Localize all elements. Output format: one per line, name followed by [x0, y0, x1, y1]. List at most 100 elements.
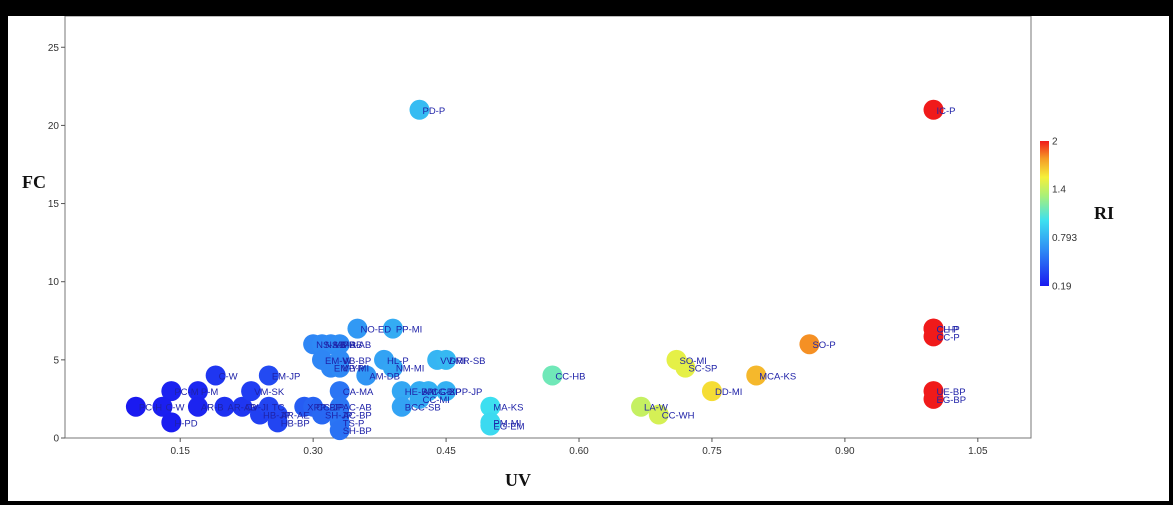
point-label: CC-MI — [422, 395, 449, 406]
scatter-point — [267, 412, 288, 433]
scatter-point — [542, 365, 563, 386]
point-label: CG-BP — [431, 387, 461, 398]
point-label: CC-P — [937, 332, 960, 343]
point-label: XPP-BP — [307, 403, 342, 414]
point-label: EM-YP — [334, 364, 364, 375]
point-label: UE-BP — [937, 387, 966, 398]
scatter-point — [923, 388, 944, 409]
point-label: LA-W — [644, 403, 668, 414]
point-label: HL-P — [387, 356, 409, 367]
scatter-point — [187, 396, 208, 417]
scatter-point — [923, 99, 944, 120]
scatter-point — [631, 396, 652, 417]
scatter-point — [232, 396, 253, 417]
point-label: TC — [272, 403, 285, 414]
x-tick-label: 0.90 — [835, 446, 855, 457]
point-label: CC-WH — [662, 411, 695, 422]
point-label: EM-JP — [272, 371, 301, 382]
point-label: EG-BP — [937, 395, 967, 406]
scatter-point — [329, 357, 350, 378]
point-label: PP-MI — [396, 325, 422, 336]
scatter-point — [329, 420, 350, 441]
point-label: CC-HB — [555, 371, 585, 382]
x-axis-title: UV — [505, 470, 531, 490]
point-label: PC-H — [139, 403, 162, 414]
scatter-point — [480, 396, 501, 417]
point-label: MA-KS — [493, 403, 523, 414]
scatter-point — [356, 365, 377, 386]
scatter-point — [347, 318, 368, 339]
point-label: IC-P — [937, 106, 956, 117]
point-label: AM-CE — [422, 387, 453, 398]
scatter-point — [329, 381, 350, 402]
colorbar-tick-label: 2 — [1052, 137, 1058, 148]
y-tick-label: 25 — [48, 43, 60, 54]
x-tick-label: 0.60 — [569, 446, 589, 457]
y-tick-label: 0 — [53, 434, 59, 445]
point-label: C-W — [165, 403, 184, 414]
point-label: SH-JP — [325, 411, 352, 422]
point-label: AC-BP — [343, 411, 372, 422]
scatter-point — [329, 334, 350, 355]
point-label: SO-P — [812, 340, 835, 351]
point-label: SC-SP — [688, 364, 717, 375]
point-label: PB-AB — [343, 340, 372, 351]
point-label: VV-MI — [440, 356, 466, 367]
scatter-point — [480, 415, 501, 436]
point-label: AM-DB — [369, 371, 400, 382]
scatter-point — [205, 365, 226, 386]
scatter-point — [675, 357, 696, 378]
point-label: CH-P — [937, 325, 960, 336]
colorbar-tick-label: 0.19 — [1052, 282, 1072, 293]
point-label: NS-AB — [316, 340, 345, 351]
scatter-point — [187, 381, 208, 402]
point-label: CA-MA — [343, 387, 374, 398]
point-label: C-W — [219, 371, 238, 382]
point-label: DD-MI — [715, 387, 742, 398]
y-tick-label: 20 — [48, 121, 60, 132]
scatter-point — [382, 357, 403, 378]
scatter-point — [241, 381, 262, 402]
point-label: CC-JP — [316, 403, 344, 414]
scatter-point — [125, 396, 146, 417]
point-label: NM-MI — [396, 364, 425, 375]
x-tick-label: 0.45 — [436, 446, 456, 457]
colorbar — [1040, 141, 1049, 286]
scatter-point — [161, 412, 182, 433]
point-label: EG-EM — [493, 421, 524, 432]
y-tick-label: 10 — [48, 277, 60, 288]
point-label: PD-P — [422, 106, 445, 117]
y-tick-label: 15 — [48, 199, 60, 210]
scatter-point — [701, 381, 722, 402]
scatter-point — [409, 99, 430, 120]
point-label: SO-MI — [680, 356, 707, 367]
y-tick-label: 5 — [53, 355, 59, 366]
chart-frame: PC-H PC-M C-W H-PD P-M AR-B C-W AR-AB CV-JI VM-SK… — [8, 16, 1169, 501]
point-label: MCA-KS — [759, 371, 796, 382]
point-label: AC-AB — [343, 403, 372, 414]
scatter-point — [161, 381, 182, 402]
point-label: PM-MI — [493, 418, 521, 429]
point-label: HE-BP — [405, 387, 434, 398]
point-label: SH-BP — [343, 426, 372, 437]
point-label: DRR-SB — [449, 356, 485, 367]
colorbar-tick-label: 0.793 — [1052, 233, 1077, 244]
point-label: P-M — [201, 387, 219, 398]
point-label: AR-B — [201, 403, 224, 414]
y-axis-title: FC — [22, 172, 46, 192]
point-label: NO-ED — [360, 325, 391, 336]
point-label: VB-MI — [343, 364, 369, 375]
x-tick-label: 0.30 — [303, 446, 323, 457]
scatter-point — [152, 396, 173, 417]
point-label: H-PD — [174, 418, 197, 429]
scatter-point — [329, 396, 350, 417]
scatter-point — [391, 381, 412, 402]
x-tick-label: 0.75 — [702, 446, 722, 457]
point-label: CL-P — [937, 325, 959, 336]
point-label: AR-AE — [281, 411, 310, 422]
point-label: XPP-JP — [449, 387, 482, 398]
point-label: CV-JI — [245, 403, 268, 414]
point-label: BCC-SB — [405, 403, 441, 414]
scatter-point — [409, 388, 430, 409]
